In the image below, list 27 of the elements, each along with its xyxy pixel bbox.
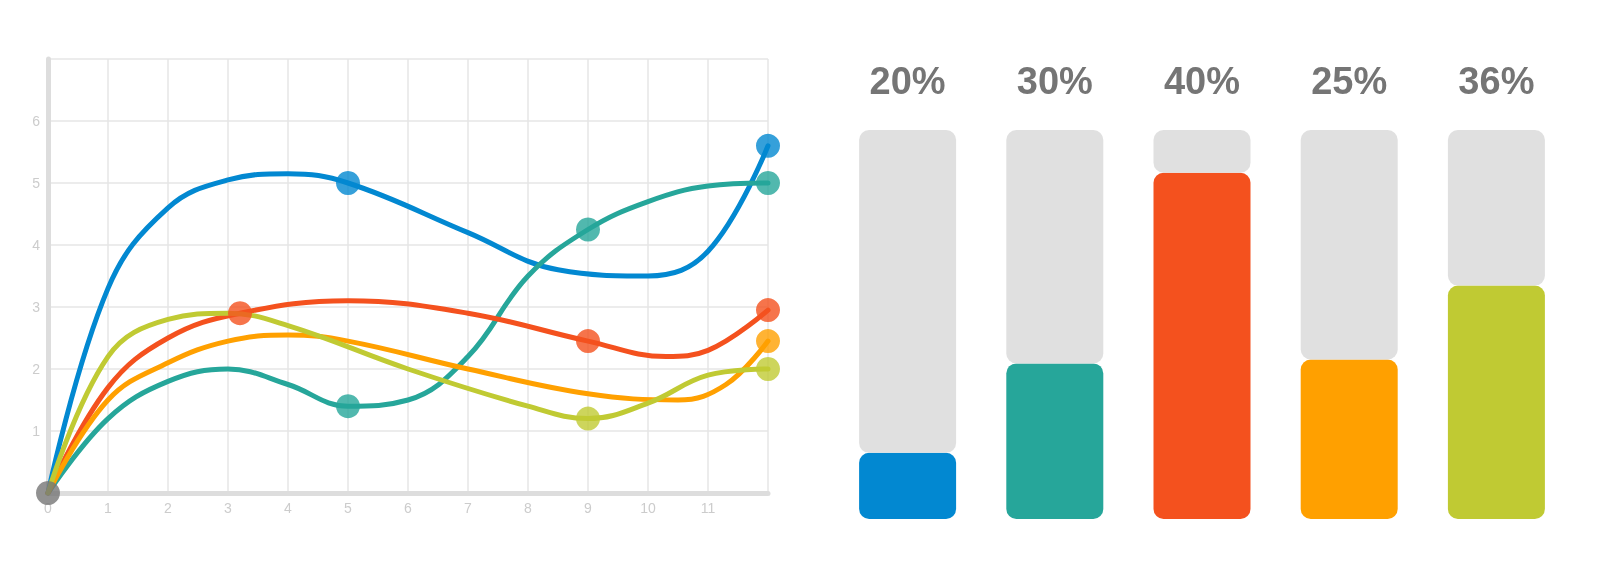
bar [859,130,957,453]
bar [1447,285,1545,519]
point [576,329,600,354]
point [36,481,60,505]
x-tick-label: 30% [1016,60,1093,102]
x-tick-label: 36% [1458,60,1535,102]
x-tick-label: 40% [1163,60,1241,102]
point [756,298,780,323]
bar [1006,363,1104,519]
point [336,171,360,195]
point [756,171,780,195]
x-tick-label: 25% [1311,60,1388,102]
bar [1300,359,1398,519]
bar [1153,172,1251,519]
point [756,329,780,354]
bar [1300,130,1398,360]
point [576,217,600,242]
point [756,357,780,381]
bar [859,452,957,519]
bar [1006,130,1104,364]
point [576,406,600,431]
point [756,133,780,158]
point [228,301,252,326]
bar [1153,130,1251,173]
bar [1447,130,1545,286]
x-tick-label: 20% [869,60,946,102]
point [336,394,360,419]
